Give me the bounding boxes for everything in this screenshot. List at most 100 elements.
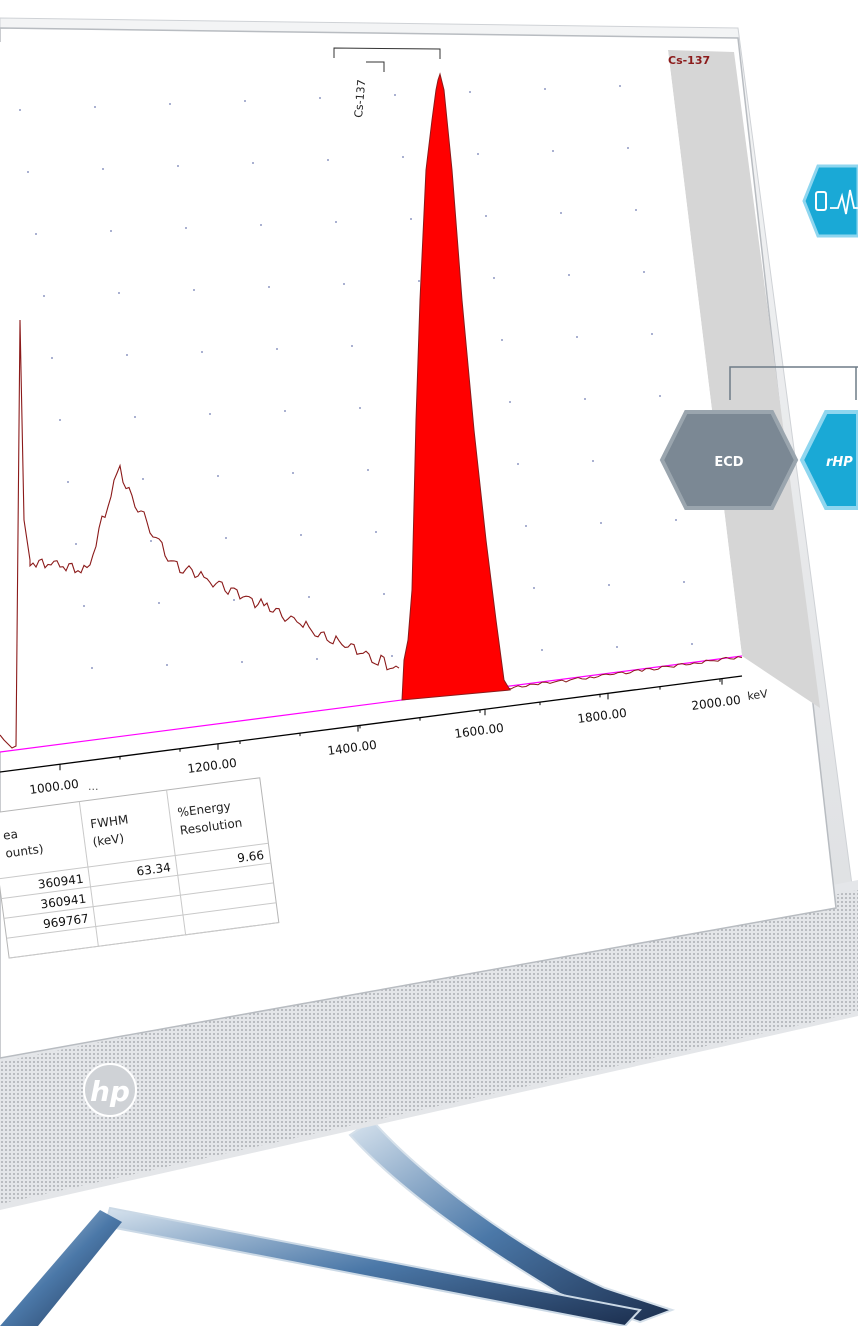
table-header-cell: ea [2,827,18,843]
table-col-divider [78,801,99,947]
grid-dot [469,91,471,93]
x-tick-label: 1000.00 [29,777,80,797]
grid-dot [351,345,353,347]
spectrum-title-label: Cs-137 [668,54,710,67]
grid-dot [75,543,77,545]
rhp-label: rHP [826,455,853,470]
table-row-divider [0,842,269,880]
grid-dot [110,230,112,232]
grid-dot [643,271,645,273]
grid-dot [166,664,168,666]
grid-dot [525,525,527,527]
grid-dot [284,410,286,412]
grid-dot [608,584,610,586]
grid-dot [51,357,53,359]
grid-dot [27,171,29,173]
grid-dot [300,534,302,536]
grid-dot [233,599,235,601]
chart-side-strip [668,50,820,708]
spectrum-tail [509,656,743,691]
grid-dot [134,416,136,418]
splitter-grip[interactable]: ... [88,780,99,793]
grid-dot [177,165,179,167]
table-row-divider [3,882,274,919]
grid-dot [327,159,329,161]
grid-dot [292,472,294,474]
grid-dot [276,348,278,350]
grid-dot [169,103,171,105]
hp-logo: hp [83,1063,137,1117]
grid-dot [375,531,377,533]
table-cell: 969767 [42,911,89,931]
grid-dot [410,218,412,220]
grid-dot [691,643,693,645]
grid-dot [59,419,61,421]
grid-dot [485,215,487,217]
grid-dot [576,336,578,338]
table-row-divider [6,902,277,939]
grid-dot [43,295,45,297]
grid-dot [19,109,21,111]
x-tick-label: 2000.00 [691,693,742,713]
grid-dot [268,286,270,288]
plot-area [0,42,742,752]
grid-dot [316,658,318,660]
x-tick-label: 1600.00 [454,721,505,741]
x-tick-label: 1200.00 [187,756,238,776]
grid-dot [91,667,93,669]
grid-dot [118,292,120,294]
table-row-divider [1,862,272,900]
grid-dot [308,596,310,598]
grid-dot [584,398,586,400]
grid-dot [544,88,546,90]
grid-dot [635,209,637,211]
plot-grid [19,85,693,669]
grid-dot [102,168,104,170]
grid-dot [193,289,195,291]
table-cell: 9.66 [236,848,264,865]
grid-dot [343,283,345,285]
grid-dot [367,469,369,471]
x-axis [0,675,743,773]
grid-dot [67,481,69,483]
x-tick-label: 1400.00 [327,738,378,758]
grid-dot [651,333,653,335]
speaker-grille [0,890,858,1204]
grid-dot [627,147,629,149]
grid-dot [493,277,495,279]
grid-dot [391,655,393,657]
ecd-node[interactable]: ECD [659,410,799,510]
grid-dot [217,475,219,477]
peak-marker: Cs-137 [333,47,441,118]
grid-dot [209,413,211,415]
rhp-node[interactable]: rHP [799,410,858,510]
side-panel: ECD rHP [659,164,858,510]
grid-dot [675,519,677,521]
grid-dot [35,233,37,235]
grid-dot [319,97,321,99]
x-axis-unit: keV [747,687,769,703]
grid-dot [402,156,404,158]
grid-dot [83,605,85,607]
grid-dot [94,106,96,108]
table-header-cell: FWHM [89,812,129,831]
grid-dot [560,212,562,214]
grid-dot [201,351,203,353]
grid-dot [383,593,385,595]
table-cell: 360941 [37,872,84,892]
table-cell: 360941 [40,892,87,912]
results-table: eaounts)FWHM(keV)%EnergyResolution360941… [0,777,280,959]
app-hex-icon[interactable] [802,164,858,238]
grid-dot [517,463,519,465]
x-axis-ticks: 1000.00 1200.00 1400.00 1600.00 1800.00 2000.… [29,678,742,797]
grid-dot [592,460,594,462]
grid-dot [683,581,685,583]
grid-dot [241,661,243,663]
chart-baseline [0,655,743,753]
grid-dot [150,540,152,542]
grid-dot [533,587,535,589]
photopeak-fill [401,72,511,701]
grid-dot [600,522,602,524]
grid-dot [501,339,503,341]
